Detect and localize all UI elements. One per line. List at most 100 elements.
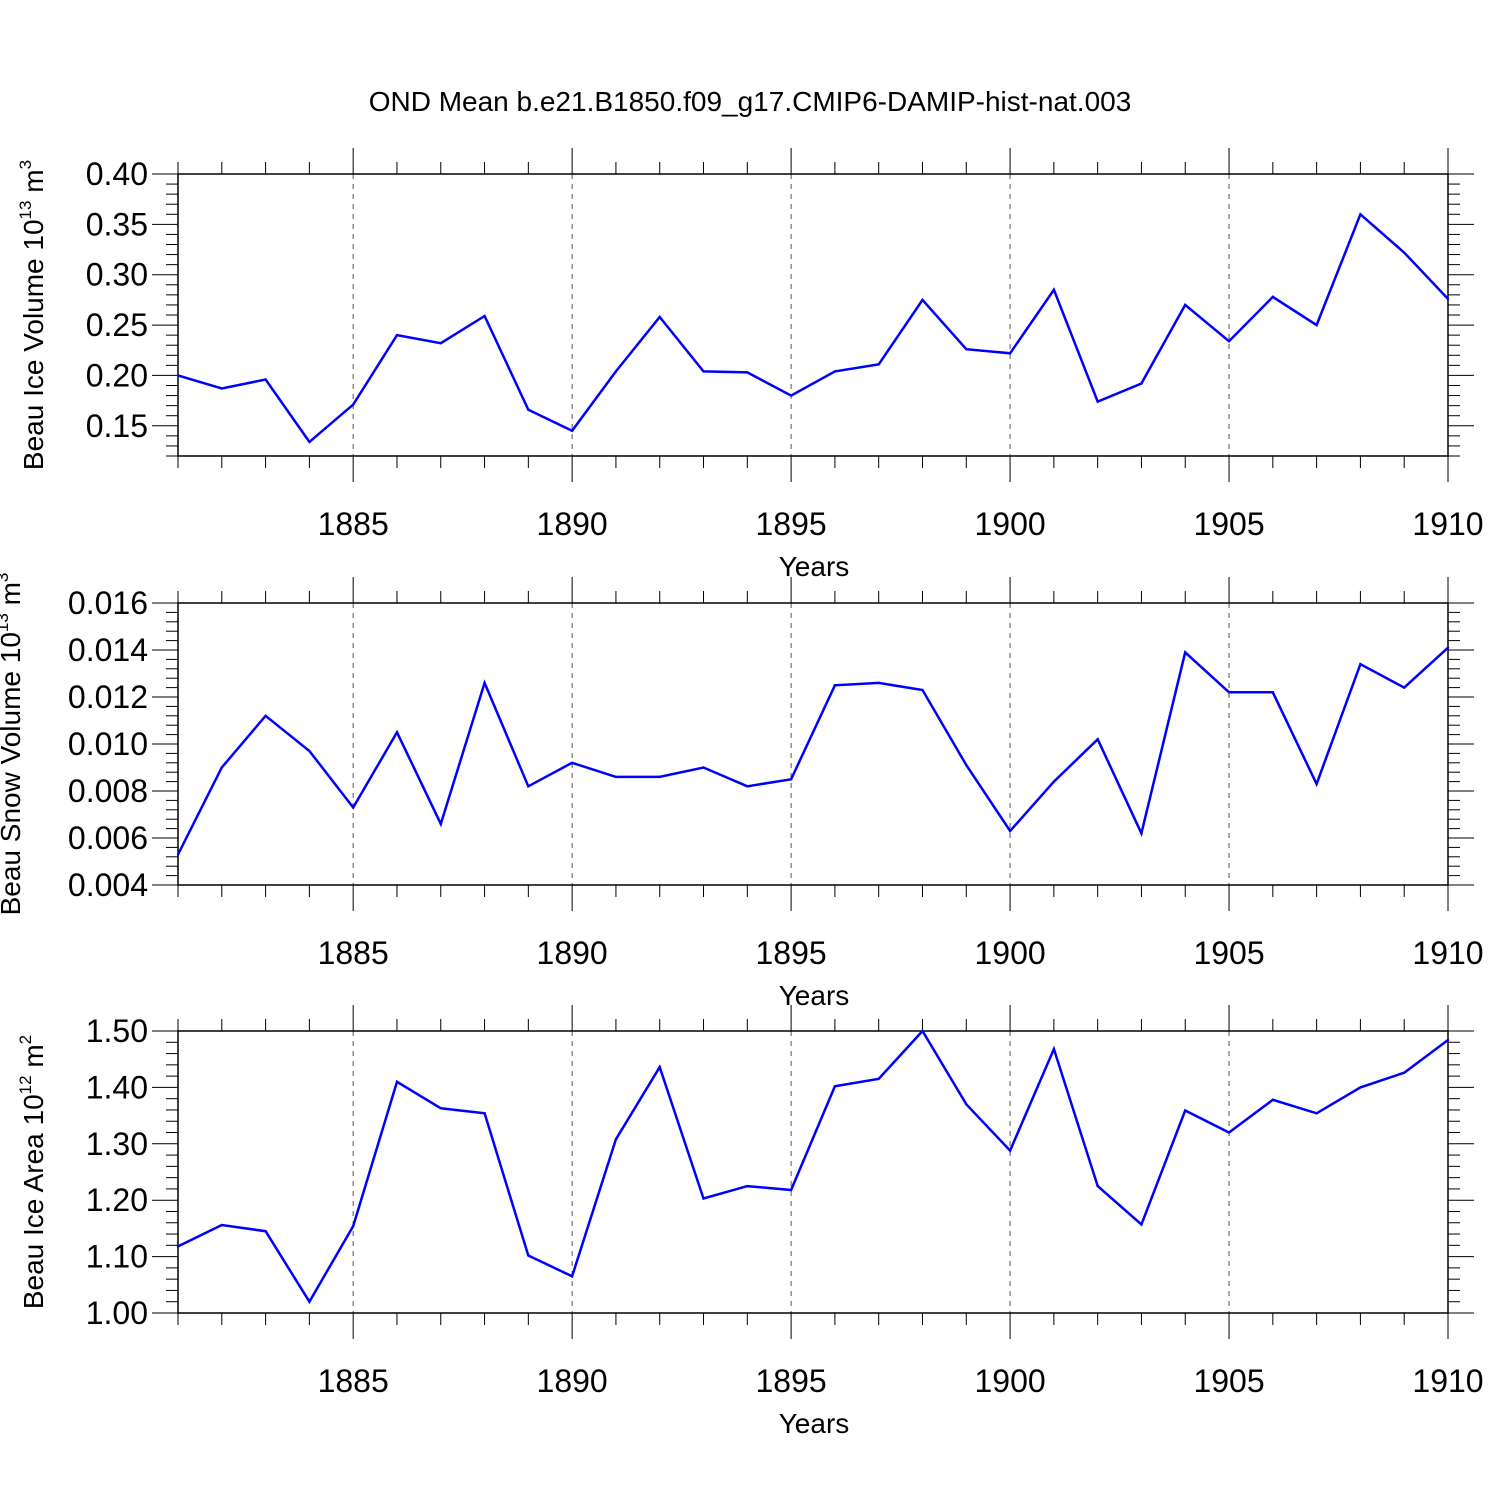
plot-frame	[177, 1030, 1449, 1314]
y-tick-label: 1.10	[86, 1239, 148, 1275]
data-point	[1403, 1071, 1406, 1074]
data-point	[658, 315, 661, 319]
y-tick-label: 0.004	[68, 867, 148, 903]
y-axis-label: Beau Ice Volume 1013 m3	[16, 160, 49, 470]
data-point	[308, 1300, 311, 1303]
data-point	[1315, 1112, 1318, 1115]
data-point	[658, 1065, 661, 1069]
y-tick-label: 0.30	[86, 257, 148, 293]
y-axis-label-text: Beau Ice Volume 10	[18, 219, 49, 470]
y-axis-label: Beau Snow Volume 1013 m3	[0, 573, 26, 916]
data-point	[702, 370, 705, 373]
y-axis-label-text: Beau Snow Volume 10	[0, 632, 26, 915]
figure-title: OND Mean b.e21.B1850.f09_g17.CMIP6-DAMIP…	[369, 86, 1132, 117]
data-point	[614, 1138, 618, 1141]
x-tick-label: 1905	[1193, 506, 1264, 542]
data-series-line	[177, 1028, 1449, 1305]
chart-panel-2: 0.004 0.006 0.008 0.010 0.012 0.014 0.016 1885 1…	[0, 573, 1484, 1011]
data-point	[220, 766, 223, 769]
x-tick-label: 1900	[974, 506, 1045, 542]
x-axis-label: Years	[779, 980, 850, 1011]
data-point	[702, 1197, 705, 1200]
data-point	[1359, 213, 1362, 216]
data-point	[483, 1112, 486, 1115]
data-point	[1227, 339, 1231, 343]
data-point	[351, 806, 355, 809]
data-point	[833, 370, 837, 373]
data-point	[921, 298, 924, 302]
data-point	[1052, 288, 1056, 292]
data-series-line	[176, 646, 1449, 856]
data-point	[1446, 1038, 1450, 1042]
data-point	[921, 1029, 924, 1033]
x-tick-label: 1910	[1412, 935, 1483, 971]
data-point	[658, 775, 661, 779]
y-axis-label: Beau Ice Area 1012 m2	[16, 1035, 49, 1309]
data-point	[527, 785, 530, 788]
x-tick-label: 1890	[537, 935, 608, 971]
data-point	[833, 1085, 837, 1088]
x-tick-label: 1890	[537, 1363, 608, 1399]
data-point	[746, 1184, 749, 1188]
data-series-line	[177, 212, 1449, 444]
data-point	[264, 714, 267, 717]
data-point	[877, 681, 880, 685]
data-point	[570, 761, 574, 764]
y-tick-label: 0.20	[86, 357, 148, 393]
y-tick-label: 0.008	[68, 773, 148, 809]
data-point	[833, 684, 837, 687]
y-axis-label-unit-exponent: 2	[16, 1035, 35, 1044]
data-point	[1184, 1109, 1187, 1112]
data-point	[746, 785, 749, 788]
y-tick-label: 0.35	[86, 206, 148, 242]
data-point	[483, 314, 486, 318]
data-point	[965, 763, 968, 767]
data-point	[789, 778, 793, 781]
data-point	[308, 749, 311, 753]
data-point	[1140, 832, 1143, 835]
data-point	[1096, 738, 1099, 741]
x-tick-label: 1885	[318, 1363, 389, 1399]
data-point	[1096, 400, 1099, 403]
y-axis-label-unit: m	[0, 582, 26, 613]
data-point	[395, 731, 399, 734]
data-point	[264, 1230, 267, 1233]
data-point	[351, 1224, 355, 1228]
y-tick-label: 0.016	[68, 585, 148, 621]
data-point	[351, 403, 355, 406]
y-axis-label-unit-exponent: 3	[0, 573, 12, 582]
data-point	[1315, 782, 1318, 786]
y-tick-label: 0.25	[86, 307, 148, 343]
data-point	[483, 681, 486, 685]
y-axis-label-exponent: 12	[16, 1075, 35, 1094]
y-axis-label-exponent: 13	[16, 201, 35, 220]
data-point	[395, 333, 399, 337]
plot-frame	[177, 173, 1449, 457]
data-point	[1140, 382, 1143, 385]
x-tick-label: 1890	[537, 506, 608, 542]
data-point	[1008, 352, 1012, 355]
data-point	[570, 429, 574, 433]
data-point	[614, 775, 618, 779]
panels: 0.15 0.20 0.25 0.30 0.35 0.40 1885 1890 1895 1900…	[0, 148, 1484, 1439]
data-point	[1271, 691, 1275, 694]
data-point	[220, 387, 223, 390]
data-point	[439, 1107, 442, 1110]
data-point	[176, 853, 180, 856]
data-point	[1184, 303, 1187, 307]
y-tick-label: 0.014	[68, 632, 148, 668]
data-point	[1359, 662, 1362, 666]
x-tick-label: 1885	[318, 506, 389, 542]
x-tick-label: 1895	[756, 1363, 827, 1399]
data-point	[176, 1245, 180, 1248]
data-point	[789, 394, 793, 397]
data-point	[965, 348, 968, 351]
data-point	[1052, 780, 1056, 783]
data-point	[1359, 1086, 1362, 1089]
plot-frame	[177, 602, 1449, 886]
data-point	[1446, 297, 1450, 301]
data-point	[1315, 323, 1318, 327]
data-point	[527, 1254, 530, 1257]
data-point	[1227, 691, 1231, 694]
